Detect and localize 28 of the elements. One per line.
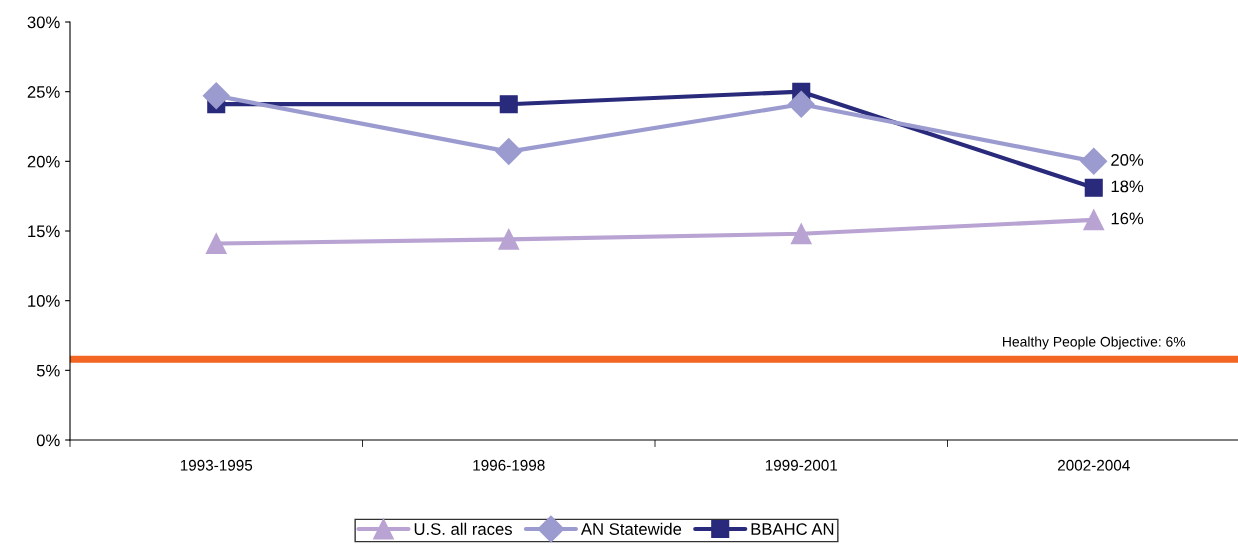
y-tick-label: 10% [28, 295, 60, 307]
x-tick-label: 1999-2001 [765, 459, 838, 471]
y-tick-label: 30% [27, 16, 60, 29]
legend-label: BBAHC AN [751, 523, 834, 535]
data-label: 18% [1111, 180, 1144, 193]
data-label: 20% [1111, 154, 1144, 166]
y-tick-label: 20% [27, 155, 60, 168]
y-tick-label: 15% [28, 225, 60, 238]
x-tick-label: 1996-1998 [473, 459, 545, 471]
x-tick-label: 2002-2004 [1057, 459, 1130, 471]
y-tick-label: 0% [36, 434, 60, 447]
point [1083, 209, 1105, 231]
point [1080, 147, 1108, 175]
x-tick-label: 1993-1995 [180, 459, 253, 471]
point [498, 228, 520, 250]
point [205, 233, 227, 254]
y-tick-label: 5% [36, 364, 60, 377]
ref-line-label: Healthy People Objective: 6% [1003, 336, 1186, 350]
point [499, 95, 518, 114]
legend-label: U.S. all races [414, 522, 512, 535]
point [202, 82, 230, 110]
point [787, 90, 815, 118]
y-tick-label: 25% [27, 86, 60, 98]
legend-label: AN Statewide [580, 522, 682, 535]
data-label: 16% [1111, 212, 1144, 225]
point [790, 223, 812, 245]
point [1084, 178, 1103, 197]
point [495, 138, 523, 166]
